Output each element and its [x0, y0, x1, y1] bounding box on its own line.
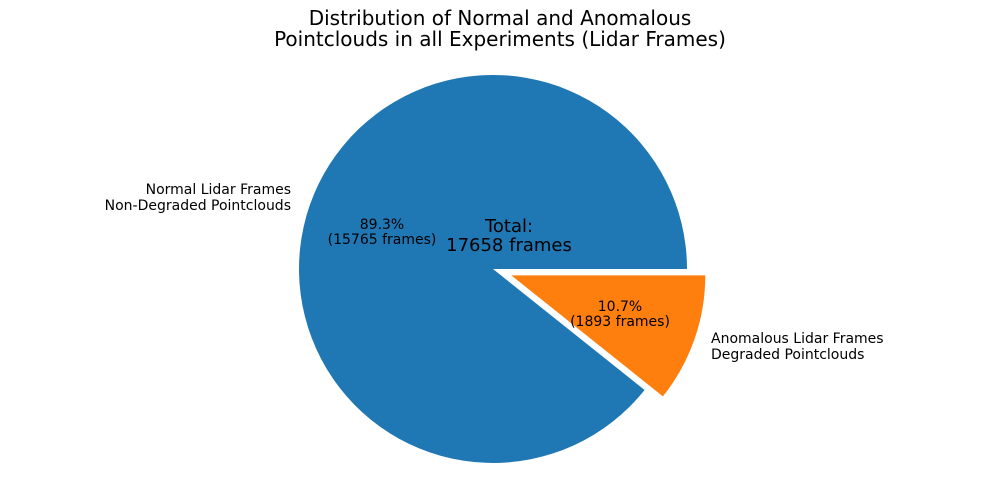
pie-slice-anomalous: [511, 275, 706, 397]
pie-slice-normal: [299, 74, 687, 463]
slice-pct-anomalous: 10.7% (1893 frames): [570, 299, 670, 330]
slice-pct-normal: 89.3% (15765 frames): [327, 217, 437, 248]
total-frames-text: Total: 17658 frames: [446, 216, 572, 256]
slice-label-normal: Normal Lidar Frames Non-Degraded Pointcl…: [104, 182, 291, 214]
chart-title: Distribution of Normal and Anomalous Poi…: [274, 6, 726, 51]
slice-label-anomalous: Anomalous Lidar Frames Degraded Pointclo…: [711, 331, 884, 363]
